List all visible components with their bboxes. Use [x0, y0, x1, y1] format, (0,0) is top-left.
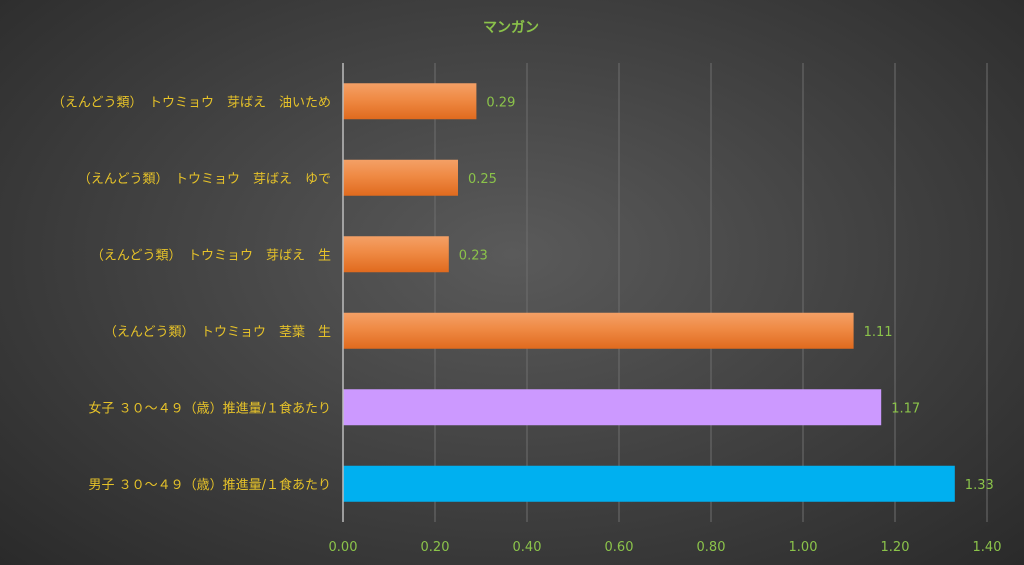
x-tick-label: 0.40 — [513, 540, 542, 555]
bar — [343, 312, 854, 349]
data-label: 0.23 — [459, 248, 488, 263]
data-label: 1.11 — [864, 325, 893, 340]
bar — [343, 465, 955, 502]
x-tick-label: 0.60 — [605, 540, 634, 555]
bars — [343, 83, 955, 502]
x-tick-label: 0.80 — [697, 540, 726, 555]
x-tick-labels: 0.00 0.20 0.40 0.60 0.80 1.00 1.20 1.40 — [329, 540, 1002, 555]
data-label: 1.33 — [965, 478, 994, 493]
category-label: 女子 ３０～４９（歳）推進量/１食あたり — [88, 400, 331, 416]
x-tick-label: 1.20 — [881, 540, 910, 555]
category-label: （えんどう類） トウミョウ 芽ばえ ゆで — [78, 172, 331, 187]
x-tick-label: 0.00 — [329, 540, 358, 555]
category-label: （えんどう類） トウミョウ 茎葉 生 — [104, 325, 331, 340]
data-label: 0.29 — [486, 95, 515, 110]
data-label: 1.17 — [891, 401, 920, 416]
category-label: 男子 ３０～４９（歳）推進量/１食あたり — [88, 477, 331, 493]
x-tick-label: 0.20 — [421, 540, 450, 555]
bar — [343, 236, 449, 273]
x-tick-label: 1.40 — [973, 540, 1002, 555]
chart-title: マンガン — [483, 20, 539, 36]
category-label: （えんどう類） トウミョウ 芽ばえ 生 — [91, 248, 331, 263]
bar — [343, 389, 882, 426]
category-labels: （えんどう類） トウミョウ 芽ばえ 油いため （えんどう類） トウミョウ 芽ばえ … — [52, 95, 331, 493]
grid-lines — [434, 63, 988, 522]
bar — [343, 83, 477, 120]
data-label: 0.25 — [468, 172, 497, 187]
x-tick-label: 1.00 — [789, 540, 818, 555]
bar — [343, 159, 458, 196]
category-label: （えんどう類） トウミョウ 芽ばえ 油いため — [52, 95, 331, 110]
value-labels: 0.29 0.25 0.23 1.11 1.17 1.33 — [459, 95, 994, 493]
